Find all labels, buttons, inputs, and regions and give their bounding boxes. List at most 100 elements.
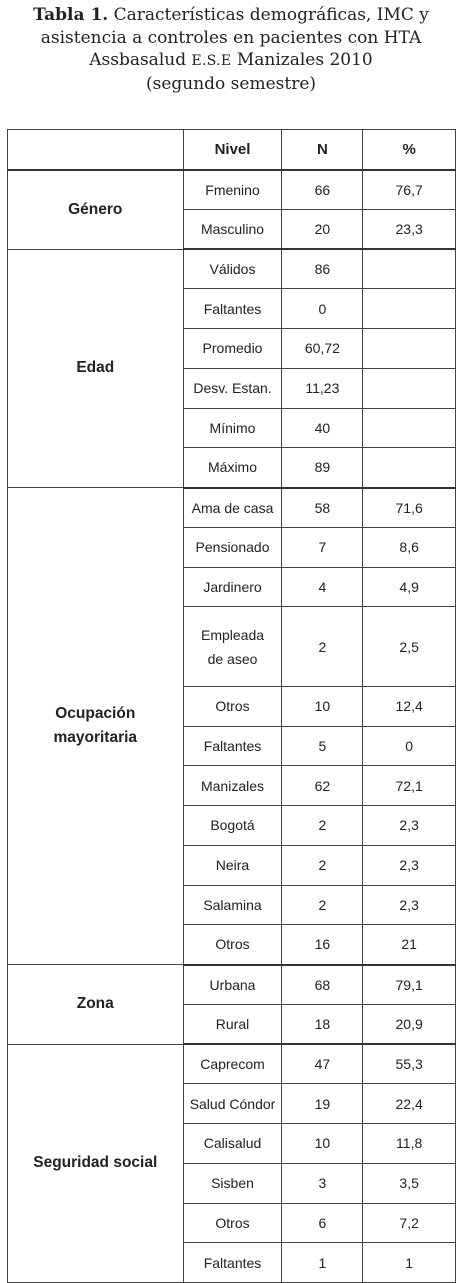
percent-cell: 7,2 bbox=[362, 1202, 456, 1244]
percent-cell bbox=[362, 447, 456, 489]
n-cell: 16 bbox=[281, 924, 364, 966]
percent-cell: 21 bbox=[362, 924, 456, 966]
table-row: Seguridad social Caprecom 47 55,3 bbox=[7, 1043, 456, 1283]
n-cell: 7 bbox=[281, 526, 364, 568]
nivel-cell: Jardinero bbox=[182, 566, 283, 608]
percent-cell: 2,3 bbox=[362, 805, 456, 846]
nivel-cell: Otros bbox=[182, 1202, 283, 1244]
percent-cell: 23,3 bbox=[362, 208, 456, 250]
n-cell: 6 bbox=[281, 1202, 364, 1244]
nivel-cell: Mínimo bbox=[182, 407, 283, 449]
percent-cell: 8,6 bbox=[362, 526, 456, 568]
table-row: Otros 6 7,2 bbox=[8, 1202, 456, 1244]
table-row: Bogotá 2 2,3 bbox=[8, 805, 456, 846]
n-cell: 89 bbox=[281, 447, 364, 489]
n-cell: 11,23 bbox=[281, 367, 364, 409]
caption-label: Tabla 1. bbox=[33, 5, 109, 25]
category-cell: Género bbox=[7, 169, 184, 250]
nivel-cell: Faltantes bbox=[182, 288, 283, 329]
nivel-cell: Masculino bbox=[182, 208, 283, 250]
percent-cell: 0 bbox=[362, 725, 456, 767]
percent-cell bbox=[362, 407, 456, 449]
table-row: Otros 10 12,4 bbox=[8, 685, 456, 727]
n-cell: 68 bbox=[281, 964, 364, 1005]
n-cell: 1 bbox=[281, 1242, 364, 1283]
table-row: Faltantes 1 1 bbox=[8, 1242, 456, 1283]
caption-line3-c: Manizales 2010 bbox=[236, 50, 373, 70]
nivel-cell: Pensionado bbox=[182, 526, 283, 568]
table-row: Promedio 60,72 bbox=[8, 328, 456, 369]
n-cell: 2 bbox=[281, 606, 364, 687]
table-row: Empleada de aseo 2 2,5 bbox=[8, 606, 456, 687]
nivel-cell: Válidos bbox=[182, 248, 283, 290]
percent-cell: 1 bbox=[362, 1242, 456, 1283]
percent-cell bbox=[362, 328, 456, 369]
nivel-cell: Salud Cóndor bbox=[182, 1083, 283, 1124]
header-row: Nivel N % bbox=[7, 129, 456, 171]
n-cell: 86 bbox=[281, 248, 364, 290]
n-cell: 19 bbox=[281, 1083, 364, 1124]
header-n: N bbox=[281, 129, 364, 171]
table-row: Neira 2 2,3 bbox=[8, 844, 456, 886]
nivel-cell: Desv. Estan. bbox=[182, 367, 283, 409]
percent-cell: 2,3 bbox=[362, 844, 456, 886]
table-row: Máximo 89 bbox=[8, 447, 456, 489]
n-cell: 66 bbox=[281, 169, 364, 210]
demographics-table: Nivel N % Género Fmenino 66 76,7 Masculino 20… bbox=[7, 129, 456, 1283]
table-body: Género Fmenino 66 76,7 Masculino 20 23,3 Edad Vá… bbox=[7, 169, 456, 1283]
n-cell: 47 bbox=[281, 1043, 364, 1085]
table-row: Manizales 62 72,1 bbox=[8, 765, 456, 806]
n-cell: 4 bbox=[281, 566, 364, 608]
nivel-cell: Empleada de aseo bbox=[182, 606, 283, 687]
percent-cell: 12,4 bbox=[362, 685, 456, 727]
header-nivel: Nivel bbox=[182, 129, 283, 171]
category-cell: Ocupación mayoritaria bbox=[7, 487, 184, 965]
table-row: Ocupación mayoritaria Ama de casa 58 71,6 bbox=[7, 487, 456, 965]
percent-cell: 71,6 bbox=[362, 487, 456, 528]
table-row: Sisben 3 3,5 bbox=[8, 1162, 456, 1204]
nivel-cell: Calisalud bbox=[182, 1123, 283, 1164]
n-cell: 2 bbox=[281, 844, 364, 886]
nivel-cell: Otros bbox=[182, 924, 283, 966]
category-cell: Zona bbox=[7, 964, 184, 1045]
n-cell: 10 bbox=[281, 685, 364, 727]
category-cell: Edad bbox=[7, 248, 184, 488]
percent-cell bbox=[362, 248, 456, 290]
percent-cell: 76,7 bbox=[362, 169, 456, 210]
caption-line1: Características demográficas, IMC y bbox=[113, 5, 429, 25]
table-row: Salamina 2 2,3 bbox=[8, 884, 456, 926]
n-cell: 18 bbox=[281, 1003, 364, 1045]
nivel-cell: Fmenino bbox=[182, 169, 283, 210]
percent-cell: 2,3 bbox=[362, 884, 456, 926]
nivel-cell: Faltantes bbox=[182, 1242, 283, 1283]
nivel-cell: Rural bbox=[182, 1003, 283, 1045]
nivel-cell: Caprecom bbox=[182, 1043, 283, 1085]
percent-cell: 2,5 bbox=[362, 606, 456, 687]
n-cell: 2 bbox=[281, 884, 364, 926]
header-category bbox=[7, 129, 184, 171]
table-row: Salud Cóndor 19 22,4 bbox=[8, 1083, 456, 1124]
table-row: Zona Urbana 68 79,1 bbox=[7, 964, 456, 1045]
nivel-cell: Promedio bbox=[182, 328, 283, 369]
percent-cell: 55,3 bbox=[362, 1043, 456, 1085]
n-cell: 20 bbox=[281, 208, 364, 250]
n-cell: 0 bbox=[281, 288, 364, 329]
nivel-cell: Manizales bbox=[182, 765, 283, 806]
percent-cell: 4,9 bbox=[362, 566, 456, 608]
n-cell: 10 bbox=[281, 1123, 364, 1164]
nivel-cell: Sisben bbox=[182, 1162, 283, 1204]
table-row: Mínimo 40 bbox=[8, 407, 456, 449]
percent-cell: 79,1 bbox=[362, 964, 456, 1005]
nivel-cell: Faltantes bbox=[182, 725, 283, 767]
table-row: Otros 16 21 bbox=[8, 924, 456, 966]
table-row: Faltantes 5 0 bbox=[8, 725, 456, 767]
nivel-cell: Máximo bbox=[182, 447, 283, 489]
caption-line2: asistencia a controles en pacientes con … bbox=[40, 27, 422, 48]
table-row: Jardinero 4 4,9 bbox=[8, 566, 456, 608]
caption-line3-b: E.S.E bbox=[191, 53, 232, 69]
n-cell: 60,72 bbox=[281, 328, 364, 369]
caption-line3-a: Assbasalud bbox=[89, 50, 187, 70]
percent-cell: 20,9 bbox=[362, 1003, 456, 1045]
n-cell: 40 bbox=[281, 407, 364, 449]
n-cell: 2 bbox=[281, 805, 364, 846]
